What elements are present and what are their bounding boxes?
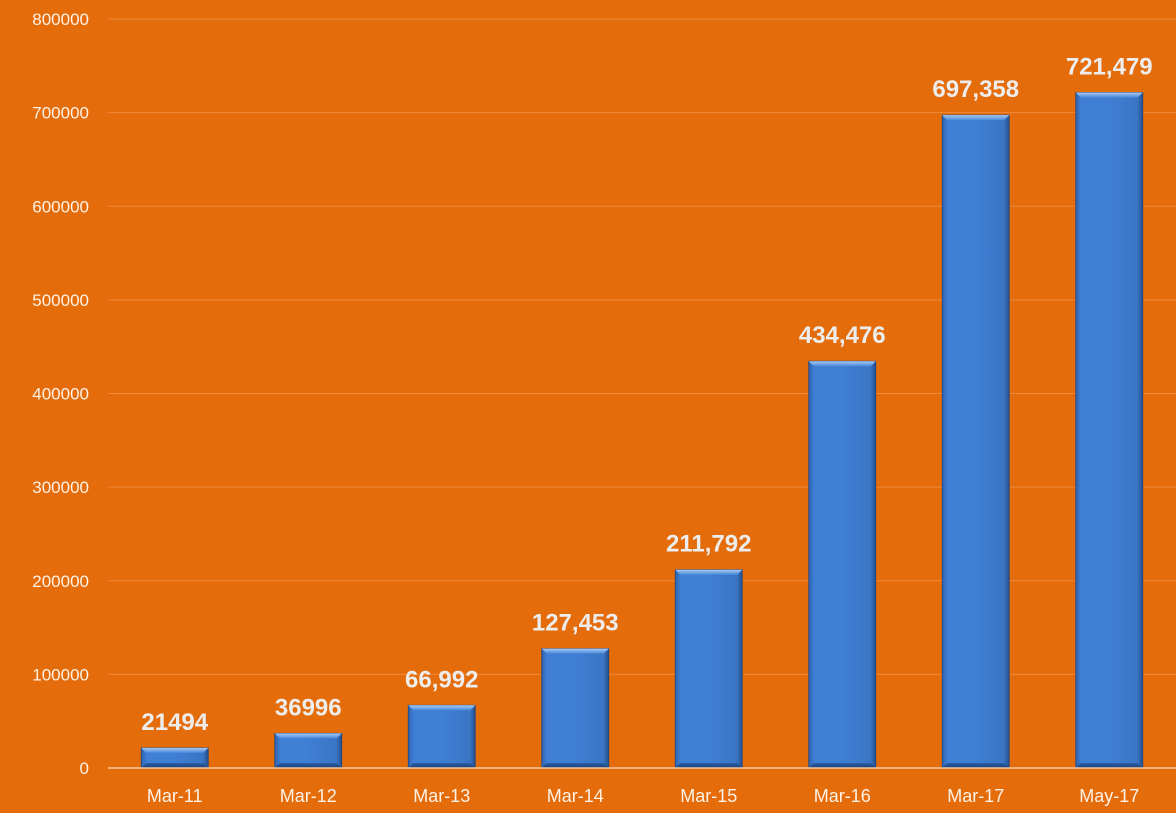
data-label: 36996 [275, 694, 342, 721]
data-label: 721,479 [1066, 54, 1153, 81]
bar-bottom-bevel [675, 763, 743, 768]
bar-top-bevel [942, 115, 1010, 121]
x-tick-label: Mar-13 [413, 786, 470, 806]
bar-bottom-bevel [541, 763, 609, 768]
bar-bottom-bevel [808, 763, 876, 768]
bar [808, 360, 877, 769]
y-tick-label: 100000 [32, 665, 89, 684]
bar-top-bevel [541, 648, 609, 654]
y-tick-label: 700000 [32, 104, 89, 123]
x-tick-label: Mar-15 [680, 786, 737, 806]
bar-body [274, 732, 343, 769]
bars [140, 92, 1144, 769]
bar [140, 747, 209, 769]
bar [674, 569, 743, 769]
data-label: 127,453 [532, 610, 619, 637]
bar-bottom-bevel [274, 763, 342, 768]
bar-body [1075, 92, 1144, 769]
bar-body [407, 704, 476, 769]
y-tick-label: 0 [80, 759, 89, 778]
bar-body [941, 114, 1010, 769]
y-tick-label: 800000 [32, 10, 89, 29]
x-tick-label: Mar-17 [947, 786, 1004, 806]
bar [274, 732, 343, 769]
data-labels: 21494 36996 66,992 127,453 211,792 434,476 697… [141, 54, 1152, 736]
bar-top-bevel [408, 705, 476, 711]
y-tick-label: 500000 [32, 291, 89, 310]
bar [1075, 92, 1144, 769]
bar-top-bevel [808, 361, 876, 367]
y-tick-label: 300000 [32, 478, 89, 497]
y-axis-ticks: 0 100000 200000 300000 400000 500000 600000 700… [32, 10, 89, 778]
bar [941, 114, 1010, 769]
bar-top-bevel [675, 569, 743, 575]
data-label: 66,992 [405, 666, 478, 693]
bar-body [808, 360, 877, 769]
x-tick-label: Mar-14 [547, 786, 604, 806]
bar-bottom-bevel [942, 763, 1010, 768]
data-label: 697,358 [932, 76, 1019, 103]
y-tick-label: 600000 [32, 197, 89, 216]
bar-bottom-bevel [141, 763, 209, 768]
y-tick-label: 200000 [32, 572, 89, 591]
data-label: 21494 [141, 709, 208, 736]
bar-top-bevel [141, 747, 209, 753]
bar [407, 704, 476, 769]
x-axis-ticks: Mar-11 Mar-12 Mar-13 Mar-14 Mar-15 Mar-16 Mar-… [147, 786, 1139, 806]
x-tick-label: Mar-16 [814, 786, 871, 806]
bar-top-bevel [274, 733, 342, 739]
y-tick-label: 400000 [32, 385, 89, 404]
x-tick-label: Mar-12 [280, 786, 337, 806]
bar [541, 648, 610, 769]
data-label: 211,792 [666, 531, 751, 558]
bar-bottom-bevel [1075, 763, 1143, 768]
bar-bottom-bevel [408, 763, 476, 768]
data-label: 434,476 [799, 322, 886, 349]
bar-body [541, 648, 610, 769]
bar-top-bevel [1075, 92, 1143, 98]
x-tick-label: Mar-11 [147, 786, 203, 806]
bar-body [674, 569, 743, 769]
gridlines [108, 18, 1176, 675]
x-tick-label: May-17 [1079, 786, 1139, 806]
